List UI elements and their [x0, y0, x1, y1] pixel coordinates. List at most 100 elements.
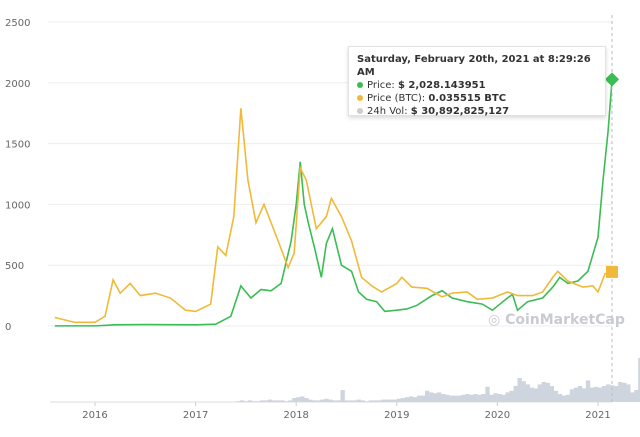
volume-bar: [489, 394, 494, 402]
volume-bar: [614, 386, 619, 402]
volume-bar: [396, 398, 402, 402]
price-dot-icon: [357, 82, 363, 88]
volume-bar: [388, 399, 394, 402]
volume-bar: [513, 386, 518, 402]
volume-bar: [296, 397, 301, 402]
volume-bar: [469, 394, 474, 402]
volume-bar: [553, 390, 559, 402]
y-tick-label: 1000: [5, 200, 30, 211]
y-tick-label: 0: [5, 322, 11, 333]
volume-bar: [445, 394, 450, 402]
volume-bar: [364, 401, 369, 402]
volume-bar: [312, 400, 317, 402]
volume-bar: [276, 400, 281, 402]
volume-bar: [300, 396, 305, 402]
volume-bar: [569, 389, 575, 402]
volume-bar: [638, 358, 640, 402]
volume-bar: [461, 394, 466, 402]
volume-bar: [239, 400, 245, 402]
volume-bar: [320, 399, 325, 402]
volume-bar: [308, 399, 313, 402]
volume-bar: [348, 400, 353, 402]
volume-bar: [243, 401, 249, 402]
price-marker: [604, 72, 620, 87]
volume-bar: [545, 382, 551, 402]
volume-bar: [493, 393, 498, 402]
tooltip-row-volume: 24h Vol: $ 30,892,825,127: [357, 105, 597, 118]
volume-bar: [598, 387, 603, 402]
volume-dot-icon: [357, 108, 363, 114]
y-tick-label: 500: [5, 261, 24, 272]
volume-bar: [392, 399, 398, 402]
volume-bar: [332, 400, 337, 402]
volume-bar: [292, 398, 297, 402]
x-tick-label: 2019: [384, 410, 409, 421]
y-tick-label: 1500: [5, 140, 30, 151]
volume-bar: [324, 398, 329, 402]
volume-bar: [557, 394, 563, 402]
volume-bar: [424, 390, 430, 402]
volume-bar: [577, 386, 583, 402]
volume-bar: [284, 401, 289, 402]
volume-bar: [517, 378, 522, 402]
volume-bar: [404, 397, 410, 402]
tooltip-row-price-btc: Price (BTC): 0.035515 BTC: [357, 92, 597, 105]
volume-bar: [537, 384, 542, 402]
volume-bar: [481, 394, 486, 402]
volume-bar: [549, 386, 555, 402]
volume-bar: [437, 392, 442, 402]
x-tick-label: 2021: [585, 410, 610, 421]
volume-bar: [457, 395, 462, 402]
volume-bar: [473, 394, 478, 402]
volume-bar: [376, 400, 382, 402]
x-tick-label: 2016: [82, 410, 107, 421]
volume-bar: [412, 397, 418, 402]
y-tick-label: 2500: [5, 18, 30, 29]
volume-bar: [380, 399, 386, 402]
volume-bar: [630, 392, 635, 402]
volume-bar: [384, 399, 390, 402]
watermark-logo: ◎ CoinMarketCap: [488, 312, 625, 328]
volume-bar: [360, 400, 365, 402]
volume-bar: [501, 394, 506, 402]
volume-bar: [529, 387, 534, 402]
price-btc-dot-icon: [357, 95, 363, 101]
price-btc-marker: [606, 265, 618, 278]
volume-bar: [368, 400, 373, 402]
volume-bar: [372, 400, 377, 402]
volume-bar: [541, 382, 546, 402]
volume-bar: [441, 394, 446, 402]
volume-bar: [593, 386, 599, 402]
volume-bar: [272, 400, 277, 402]
y-tick-label: 2000: [5, 79, 30, 90]
volume-bar: [400, 398, 406, 402]
volume-bar: [336, 400, 341, 402]
volume-bar: [268, 399, 273, 402]
volume-bar: [259, 400, 265, 402]
volume-bar: [589, 387, 595, 402]
volume-bar: [235, 401, 241, 402]
volume-bar: [533, 388, 538, 402]
volume-bar: [280, 400, 285, 402]
volume-bar: [247, 400, 253, 402]
volume-bar: [356, 399, 361, 402]
volume-bar: [565, 394, 571, 402]
volume-bar: [251, 401, 257, 402]
volume-bar: [433, 393, 438, 402]
volume-bar: [465, 394, 470, 402]
volume-bar: [581, 388, 587, 402]
volume-bar: [255, 401, 261, 402]
volume-bar: [340, 390, 345, 402]
volume-bar: [304, 398, 309, 402]
volume-bar: [420, 395, 426, 402]
volume-bar: [477, 394, 482, 402]
volume-bar: [525, 384, 530, 402]
volume-bar: [428, 392, 434, 402]
volume-bar: [561, 395, 567, 402]
volume-bar: [618, 382, 623, 402]
tooltip: Saturday, February 20th, 2021 at 8:29:26…: [348, 46, 606, 118]
volume-bar: [328, 399, 333, 402]
volume-bar: [264, 400, 269, 402]
volume-bar: [352, 400, 357, 402]
